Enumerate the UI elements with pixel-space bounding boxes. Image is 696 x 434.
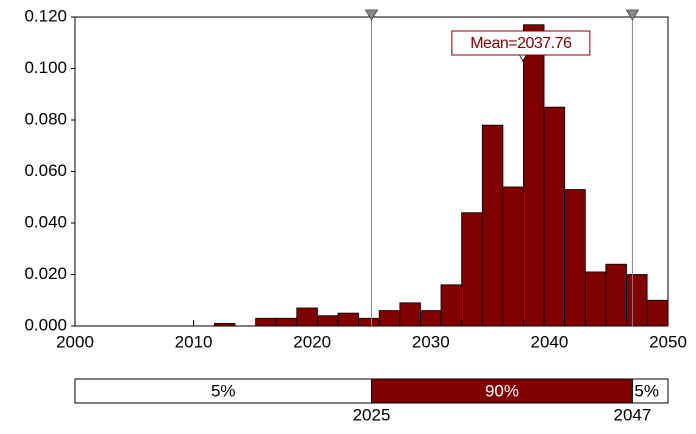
bar	[255, 317, 277, 327]
y-tick-label: 0.060	[24, 161, 67, 180]
mean-box	[451, 30, 591, 56]
delimiter-handle	[364, 9, 379, 21]
mean-label: Mean=2037.76	[470, 35, 572, 52]
bar	[523, 24, 545, 327]
delimiter-percent: 5%	[211, 381, 236, 400]
bar	[399, 302, 421, 327]
bar	[358, 317, 380, 327]
bar	[317, 315, 339, 327]
x-tick-label: 2010	[175, 332, 213, 351]
x-tick-label: 2020	[293, 332, 331, 351]
x-tick-label: 2030	[412, 332, 450, 351]
y-tick-label: 0.000	[24, 315, 67, 334]
bar	[605, 263, 627, 327]
bar	[543, 106, 566, 327]
bar	[275, 317, 298, 327]
bar	[461, 212, 483, 327]
x-tick-label: 2050	[649, 332, 687, 351]
bar	[420, 310, 442, 327]
bar	[378, 310, 401, 327]
x-tick-label: 2000	[56, 332, 94, 351]
bar	[440, 284, 463, 327]
delimiter-label: 2025	[353, 405, 391, 424]
y-tick-label: 0.020	[24, 264, 67, 283]
bar	[584, 271, 607, 327]
delimiter-handle	[625, 9, 640, 21]
delimiter-percent: 90%	[485, 381, 519, 400]
bar	[646, 299, 669, 327]
y-tick-label: 0.100	[24, 58, 67, 77]
delimiter-segment	[371, 378, 633, 404]
y-tick-label: 0.120	[24, 6, 67, 25]
bar	[337, 312, 359, 327]
bar	[213, 323, 236, 327]
delimiter-label: 2047	[614, 405, 652, 424]
bar	[502, 186, 524, 327]
delimiter-segment	[74, 378, 372, 404]
delimiter-percent: 5%	[634, 381, 659, 400]
y-tick-label: 0.080	[24, 109, 67, 128]
x-tick-label: 2040	[530, 332, 568, 351]
bar	[481, 124, 504, 327]
bar	[296, 307, 318, 327]
bar	[564, 189, 586, 327]
y-tick-label: 0.040	[24, 212, 67, 231]
delimiter-segment	[631, 378, 669, 404]
bar	[626, 274, 648, 327]
